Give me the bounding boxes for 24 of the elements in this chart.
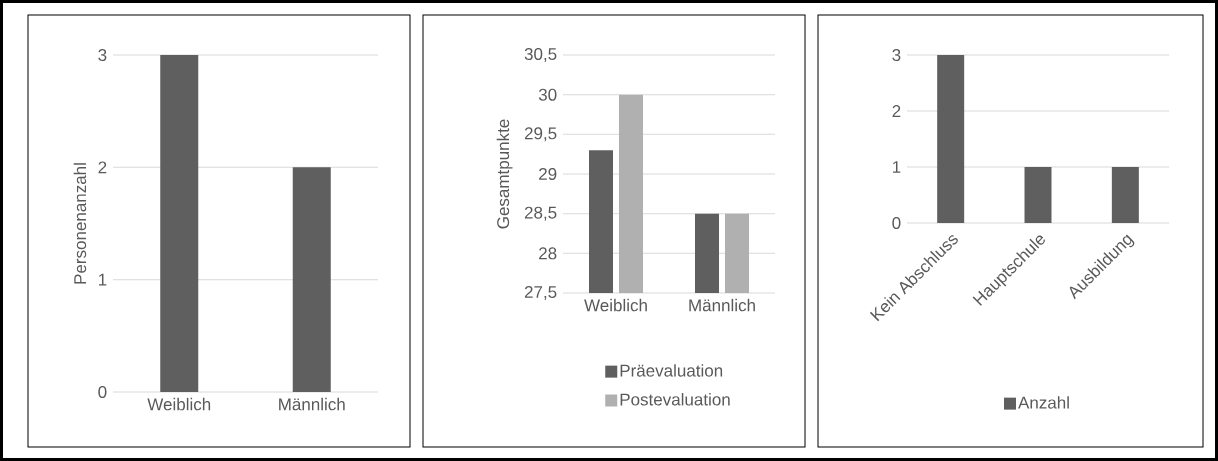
- y-tick-label: 2: [892, 105, 901, 117]
- y-tick-label: 30: [538, 88, 557, 101]
- legend-label: Präevaluation: [620, 364, 723, 377]
- x-tick-label: Männlich: [689, 298, 755, 312]
- x-tick-label: Weiblich: [584, 298, 647, 312]
- y-tick-label: 27,5: [524, 285, 557, 301]
- y-tick-label: 28,5: [524, 206, 557, 221]
- x-tick-label: Männlich: [279, 397, 345, 411]
- y-tick-label: 29,5: [524, 127, 557, 142]
- y-tick-label: 1: [98, 273, 107, 286]
- legend-label: Anzahl: [1018, 396, 1069, 409]
- y-tick-label: 29: [539, 167, 557, 181]
- y-tick-label: 0: [892, 216, 901, 230]
- y-tick-label: 0: [98, 385, 107, 399]
- y-tick-label: 1: [892, 161, 901, 173]
- y-tick-label: 30,5: [524, 47, 557, 63]
- y-axis-title: Gesamtpunkte: [496, 119, 513, 229]
- y-tick-label: 3: [892, 48, 901, 62]
- y-axis-title: Personenanzahl: [73, 163, 87, 284]
- x-tick-label: Weiblich: [147, 397, 211, 411]
- y-tick-label: 3: [98, 48, 107, 62]
- y-tick-label: 2: [98, 161, 107, 174]
- y-tick-label: 28: [539, 247, 557, 260]
- legend-label: Postevaluation: [620, 393, 730, 406]
